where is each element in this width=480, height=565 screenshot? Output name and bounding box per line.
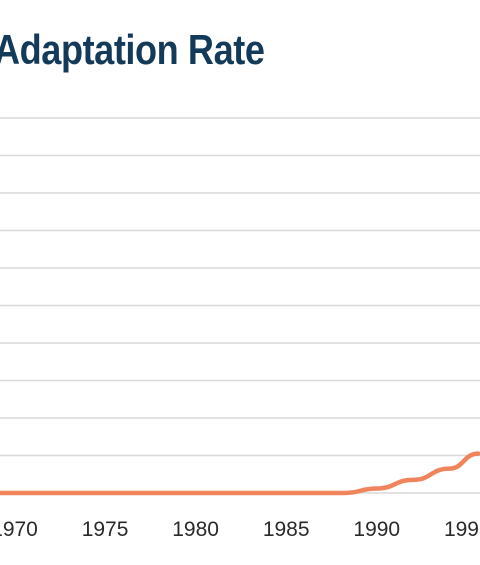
series-line (0, 451, 480, 496)
x-tick-label: 1975 (82, 518, 129, 541)
chart-title: Adaptation Rate (0, 26, 265, 73)
x-axis-tick-labels: 1970 1975 1980 1985 1990 1995 (0, 518, 480, 541)
series-group (0, 451, 480, 496)
x-tick-label: 1980 (172, 518, 219, 541)
gridlines (0, 117, 480, 494)
x-tick-label: 1990 (353, 518, 400, 541)
x-tick-label: 1995 (444, 518, 480, 541)
x-tick-label: 1970 (0, 518, 38, 541)
x-tick-label: 1985 (263, 518, 310, 541)
